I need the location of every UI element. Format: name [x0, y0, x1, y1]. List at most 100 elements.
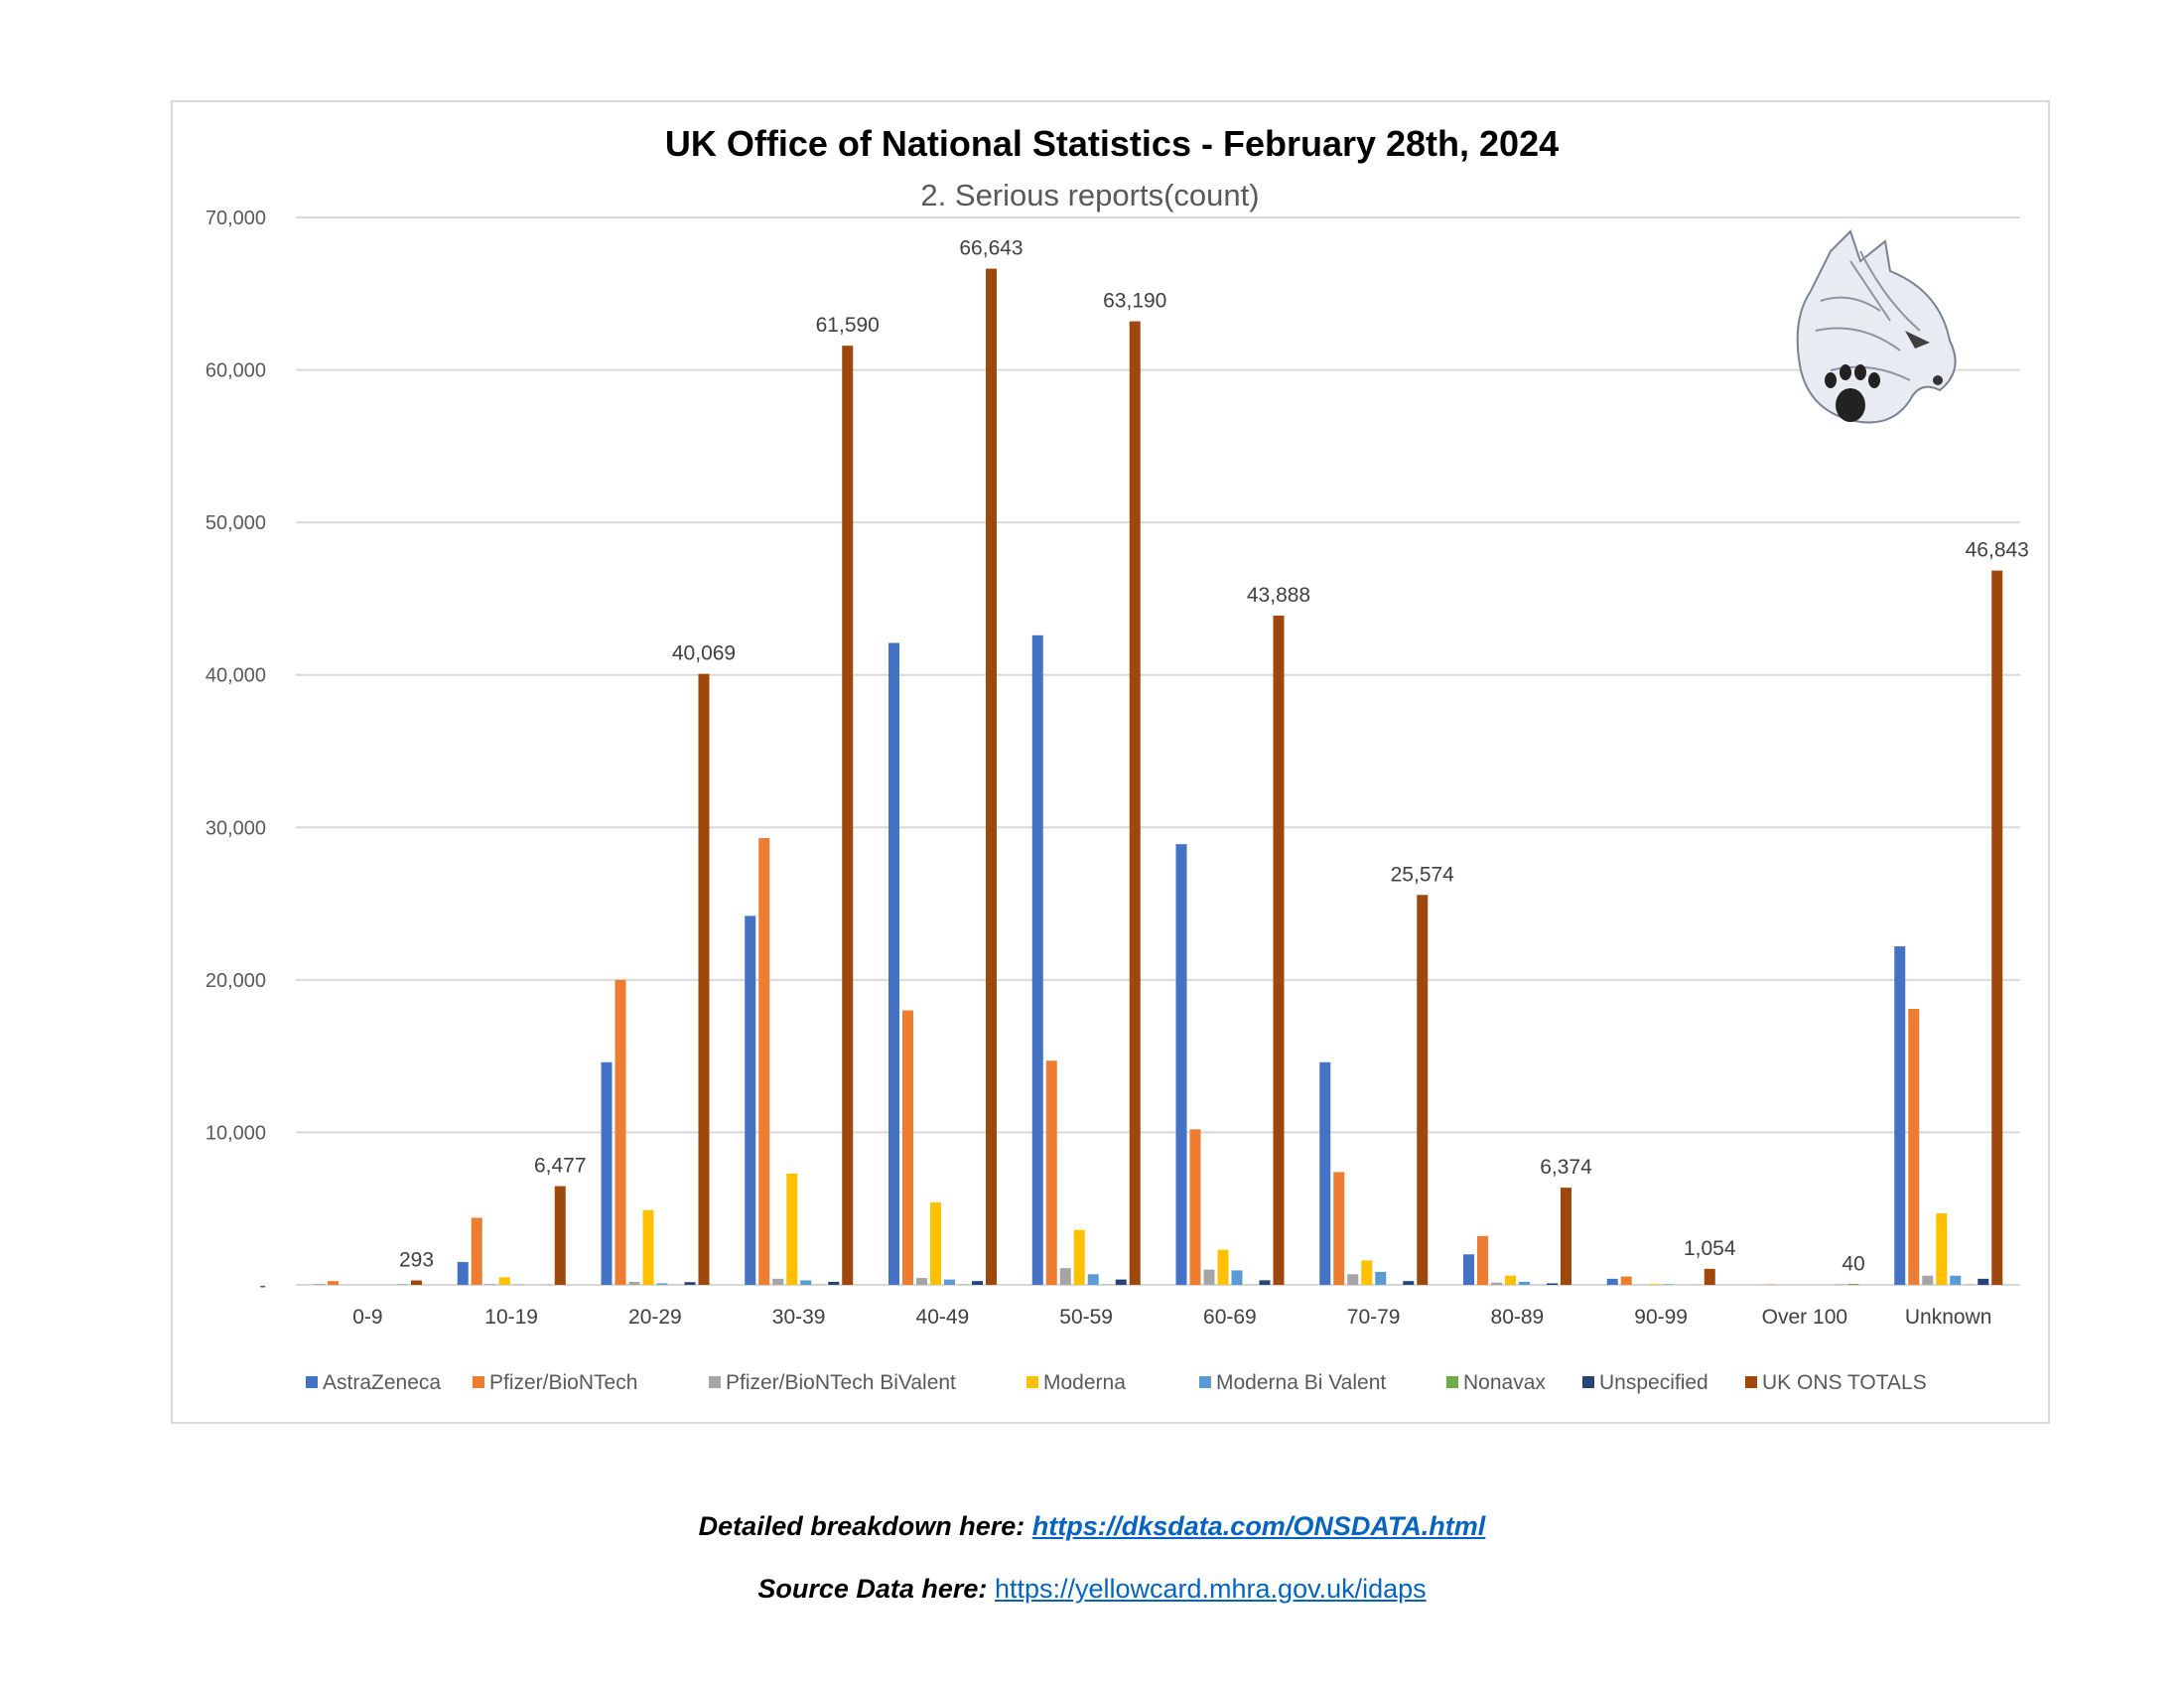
legend-label: Moderna Bi Valent — [1216, 1371, 1386, 1394]
bar — [628, 1281, 640, 1285]
data-label: 25,574 — [1391, 863, 1455, 886]
chart-title: UK Office of National Statistics - Febru… — [665, 123, 1559, 164]
detail-link[interactable]: https://dksdata.com/ONSDATA.html — [1031, 1511, 1486, 1541]
legend-swatch — [709, 1376, 721, 1388]
bar — [1620, 1276, 1632, 1285]
data-label: 40,069 — [672, 642, 736, 665]
bar — [842, 346, 854, 1285]
bar — [554, 1186, 566, 1285]
bar — [1463, 1254, 1474, 1285]
x-category-label: Over 100 — [1762, 1306, 1847, 1329]
legend-label: AstraZeneca — [323, 1371, 441, 1394]
bar — [684, 1282, 696, 1285]
legend-item: Nonavax — [1446, 1371, 1546, 1394]
bar — [1561, 1188, 1571, 1285]
bar — [1217, 1249, 1229, 1285]
bar — [1045, 1060, 1057, 1285]
legend-label: Pfizer/BioNTech BiValent — [726, 1371, 956, 1394]
bar — [786, 1173, 798, 1285]
legend-swatch — [1446, 1376, 1458, 1388]
x-category-label: Unknown — [1905, 1306, 1992, 1329]
legend-swatch — [473, 1376, 484, 1388]
x-category-label: 10-19 — [484, 1306, 538, 1329]
bar — [1347, 1274, 1359, 1285]
bar — [1648, 1284, 1660, 1285]
bar — [1704, 1268, 1715, 1285]
data-label: 46,843 — [1966, 539, 2029, 562]
legend-swatch — [1199, 1376, 1211, 1388]
source-footer: Source Data here: https://yellowcard.mhr… — [0, 1574, 2184, 1605]
bar — [828, 1281, 840, 1285]
wolf-head-paw-print-icon — [1796, 229, 1957, 424]
x-category-label: 80-89 — [1491, 1306, 1545, 1329]
gridlines — [296, 216, 2020, 1286]
bar — [656, 1283, 668, 1285]
bar — [1333, 1172, 1345, 1285]
bar — [471, 1217, 482, 1285]
bar — [1491, 1282, 1502, 1285]
legend-label: Nonavax — [1463, 1371, 1546, 1394]
bar — [944, 1279, 955, 1285]
y-tick-label: 50,000 — [205, 512, 266, 534]
bar — [1059, 1268, 1071, 1285]
y-tick-label: 70,000 — [205, 208, 266, 229]
bar — [1978, 1278, 1989, 1285]
bar — [1031, 634, 1043, 1285]
bar — [1894, 946, 1906, 1285]
y-tick-label: 40,000 — [205, 665, 266, 687]
legend-swatch — [1582, 1376, 1594, 1388]
legend-item: UK ONS TOTALS — [1745, 1371, 1927, 1394]
bar — [1231, 1270, 1243, 1285]
source-label: Source Data here: — [757, 1574, 988, 1604]
bar — [1547, 1283, 1558, 1285]
chart-subtitle: 2. Serious reports(count) — [920, 178, 1259, 212]
legend: AstraZeneca Pfizer/BioNTech Pfizer/BioNTec… — [306, 1371, 1927, 1394]
bar — [1847, 1284, 1859, 1285]
bar — [1073, 1229, 1085, 1285]
source-link[interactable]: https://yellowcard.mhra.gov.uk/idaps — [994, 1574, 1427, 1604]
bar — [1936, 1212, 1948, 1285]
bar — [986, 268, 997, 1285]
x-category-label: 40-49 — [916, 1306, 970, 1329]
detail-footer: Detailed breakdown here: https://dksdata… — [0, 1511, 2184, 1542]
x-category-label: 20-29 — [628, 1306, 682, 1329]
legend-label: Pfizer/BioNTech — [489, 1371, 637, 1394]
data-label: 293 — [399, 1249, 434, 1272]
data-label: 6,477 — [534, 1155, 587, 1178]
data-label: 43,888 — [1247, 584, 1310, 607]
bar — [1189, 1129, 1201, 1285]
bar — [1203, 1269, 1215, 1285]
bar — [601, 1061, 613, 1285]
legend-item: AstraZeneca — [306, 1371, 441, 1394]
y-tick-label: - — [259, 1275, 266, 1297]
data-label: 40 — [1842, 1252, 1864, 1275]
legend-swatch — [1745, 1376, 1757, 1388]
bar — [758, 838, 770, 1285]
data-label: 66,643 — [959, 237, 1023, 260]
legend-label: Unspecified — [1599, 1371, 1708, 1394]
bar — [411, 1280, 422, 1285]
bar — [902, 1010, 913, 1285]
bar — [1175, 844, 1187, 1285]
legend-swatch — [1026, 1376, 1038, 1388]
bar — [1519, 1281, 1530, 1285]
bar — [1129, 321, 1141, 1285]
legend-label: Moderna — [1043, 1371, 1126, 1394]
bar — [1477, 1235, 1488, 1285]
x-category-label: 0-9 — [352, 1306, 382, 1329]
data-label: 61,590 — [816, 314, 880, 337]
bar — [328, 1281, 339, 1285]
legend-item: Pfizer/BioNTech BiValent — [709, 1371, 956, 1394]
bar — [1259, 1280, 1271, 1285]
bar — [888, 642, 899, 1285]
bar — [498, 1277, 510, 1285]
bar — [642, 1209, 654, 1285]
chart: UK Office of National Statistics - Febru… — [205, 123, 2029, 1394]
data-label: 1,054 — [1684, 1237, 1736, 1260]
legend-swatch — [306, 1376, 318, 1388]
bar — [916, 1278, 927, 1285]
legend-item: Moderna — [1026, 1371, 1126, 1394]
bars — [314, 268, 2003, 1285]
x-category-label: 50-59 — [1059, 1306, 1113, 1329]
bar — [772, 1278, 784, 1285]
